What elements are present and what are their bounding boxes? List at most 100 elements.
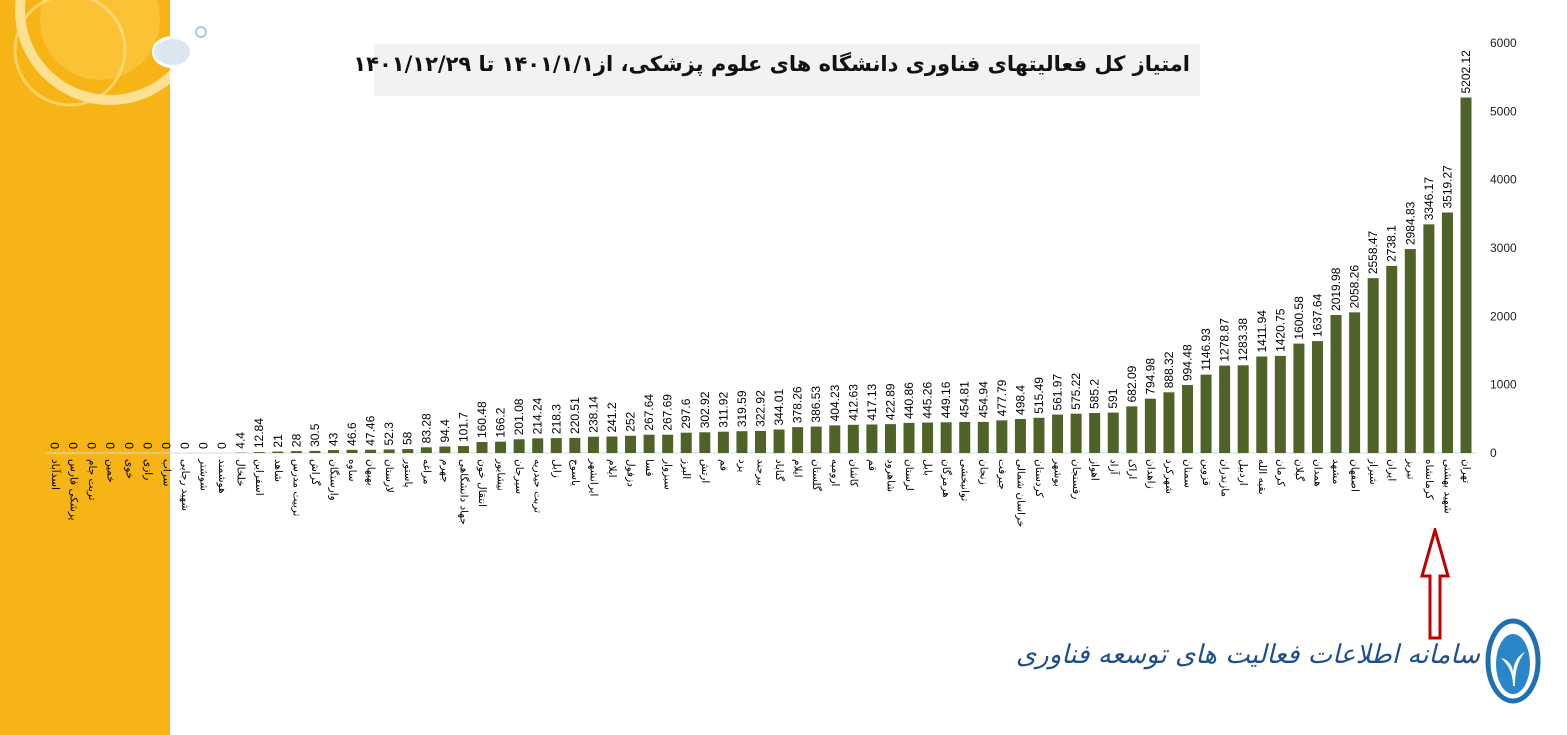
category-label: تربیت مدرس bbox=[290, 459, 302, 517]
category-label: کاشان bbox=[847, 459, 859, 487]
data-label: 386.53 bbox=[809, 386, 823, 423]
bar bbox=[1293, 343, 1305, 453]
category-label: مازندران bbox=[1219, 459, 1231, 497]
data-label: 21 bbox=[271, 434, 285, 448]
data-label: 220.51 bbox=[568, 397, 582, 434]
category-label: نیشابور bbox=[495, 458, 507, 491]
bar bbox=[272, 451, 284, 453]
category-label: لرستان bbox=[903, 459, 915, 491]
data-label: 422.89 bbox=[883, 383, 897, 420]
data-label: 477.79 bbox=[995, 379, 1009, 416]
category-label: جهاد دانشگاهی bbox=[457, 459, 470, 525]
bar bbox=[1330, 314, 1342, 453]
bubble-decoration-small bbox=[160, 26, 207, 67]
category-label: اهواز bbox=[1089, 458, 1101, 481]
category-label: مراغه bbox=[420, 459, 432, 484]
data-label: 83.28 bbox=[419, 413, 433, 443]
data-label: 267.69 bbox=[661, 394, 675, 431]
category-label: سراب bbox=[160, 459, 172, 486]
data-label: 2738.1 bbox=[1385, 225, 1399, 262]
chart-title-box: امتیاز کل فعالیتهای فناوری دانشگاه های ع… bbox=[353, 44, 1200, 96]
chart-title: امتیاز کل فعالیتهای فناوری دانشگاه های ع… bbox=[353, 52, 1190, 76]
category-label: رفسنجان bbox=[1070, 459, 1082, 499]
category-label: شهید رجایی bbox=[179, 459, 191, 511]
data-label: 2019.98 bbox=[1329, 267, 1343, 311]
category-label: شاهد bbox=[272, 459, 284, 482]
category-label: البرز bbox=[680, 458, 692, 479]
category-label: ایلام bbox=[792, 459, 804, 478]
category-label: کرمان bbox=[1274, 459, 1286, 486]
bar bbox=[829, 425, 841, 453]
data-label: 30.5 bbox=[308, 423, 322, 447]
category-label: اراک bbox=[1126, 459, 1138, 479]
bar bbox=[1367, 278, 1379, 453]
category-label: گراش bbox=[309, 459, 322, 486]
bar bbox=[977, 421, 989, 453]
category-label: زاهدان bbox=[1144, 459, 1156, 489]
category-label: ایران bbox=[1386, 459, 1398, 481]
bar bbox=[346, 449, 358, 453]
category-label: اردبیل bbox=[1237, 459, 1249, 486]
data-label: 591 bbox=[1106, 388, 1120, 408]
data-label: 682.09 bbox=[1125, 365, 1139, 402]
data-label: 561.97 bbox=[1051, 374, 1065, 411]
category-label: همدان bbox=[1311, 459, 1323, 487]
bar bbox=[643, 434, 655, 453]
category-label: تربت حیدریه bbox=[532, 459, 544, 513]
data-label: 1420.75 bbox=[1273, 308, 1287, 352]
category-label: زنجان bbox=[977, 459, 989, 485]
bar bbox=[1237, 365, 1249, 453]
leaf-logo-icon bbox=[1485, 618, 1541, 704]
bar bbox=[866, 424, 878, 453]
category-label: سبزوار bbox=[662, 458, 674, 490]
data-label: 417.13 bbox=[865, 383, 879, 420]
bar bbox=[365, 449, 377, 453]
category-label: قم bbox=[866, 459, 878, 471]
logo-text: سامانه اطلاعات فعالیت های توسعه فناوری bbox=[1015, 640, 1480, 670]
bar bbox=[792, 427, 804, 453]
bar bbox=[1423, 224, 1435, 453]
bar bbox=[755, 430, 766, 453]
category-label: اسفراین bbox=[253, 459, 265, 496]
data-label: 52.3 bbox=[382, 422, 396, 446]
data-label: 0 bbox=[178, 442, 192, 449]
data-label: 297.6 bbox=[679, 398, 693, 428]
category-label: تبریز bbox=[1404, 458, 1416, 480]
category-label: جهرم bbox=[439, 459, 451, 483]
category-label: زابل bbox=[550, 459, 562, 478]
data-label: 241.2 bbox=[605, 402, 619, 432]
category-label: یزد bbox=[736, 459, 748, 472]
data-label: 0 bbox=[104, 442, 118, 449]
bar bbox=[587, 436, 599, 453]
data-label: 58 bbox=[401, 431, 415, 445]
category-label: هوشمند bbox=[216, 459, 228, 494]
data-label: 0 bbox=[122, 442, 136, 449]
data-label: 994.48 bbox=[1181, 344, 1195, 381]
bar bbox=[532, 438, 544, 453]
category-label: خمین bbox=[105, 459, 117, 483]
category-label: اسدآباد bbox=[49, 459, 62, 490]
bar bbox=[717, 431, 729, 453]
bar bbox=[550, 438, 562, 453]
category-label: آزاد bbox=[1107, 459, 1120, 476]
bar bbox=[1311, 341, 1323, 453]
category-label: جیرفت bbox=[996, 459, 1008, 490]
data-label: 794.98 bbox=[1143, 358, 1157, 395]
data-label: 0 bbox=[141, 442, 155, 449]
category-label: تربت جام bbox=[86, 459, 98, 501]
bar bbox=[1200, 374, 1212, 453]
category-label: شهید بهشتی bbox=[1441, 459, 1453, 514]
bar bbox=[922, 422, 934, 453]
bar bbox=[402, 449, 414, 453]
bar bbox=[1256, 356, 1268, 453]
data-label: 1278.87 bbox=[1218, 318, 1232, 362]
data-label: 445.26 bbox=[921, 382, 935, 419]
category-label: ایلام bbox=[606, 459, 618, 478]
data-label: 0 bbox=[197, 442, 211, 449]
data-label: 319.59 bbox=[735, 390, 749, 427]
category-label: کرمانشاه bbox=[1423, 459, 1435, 500]
data-label: 302.92 bbox=[698, 391, 712, 428]
data-label: 47.46 bbox=[364, 415, 378, 445]
bar bbox=[495, 441, 507, 453]
